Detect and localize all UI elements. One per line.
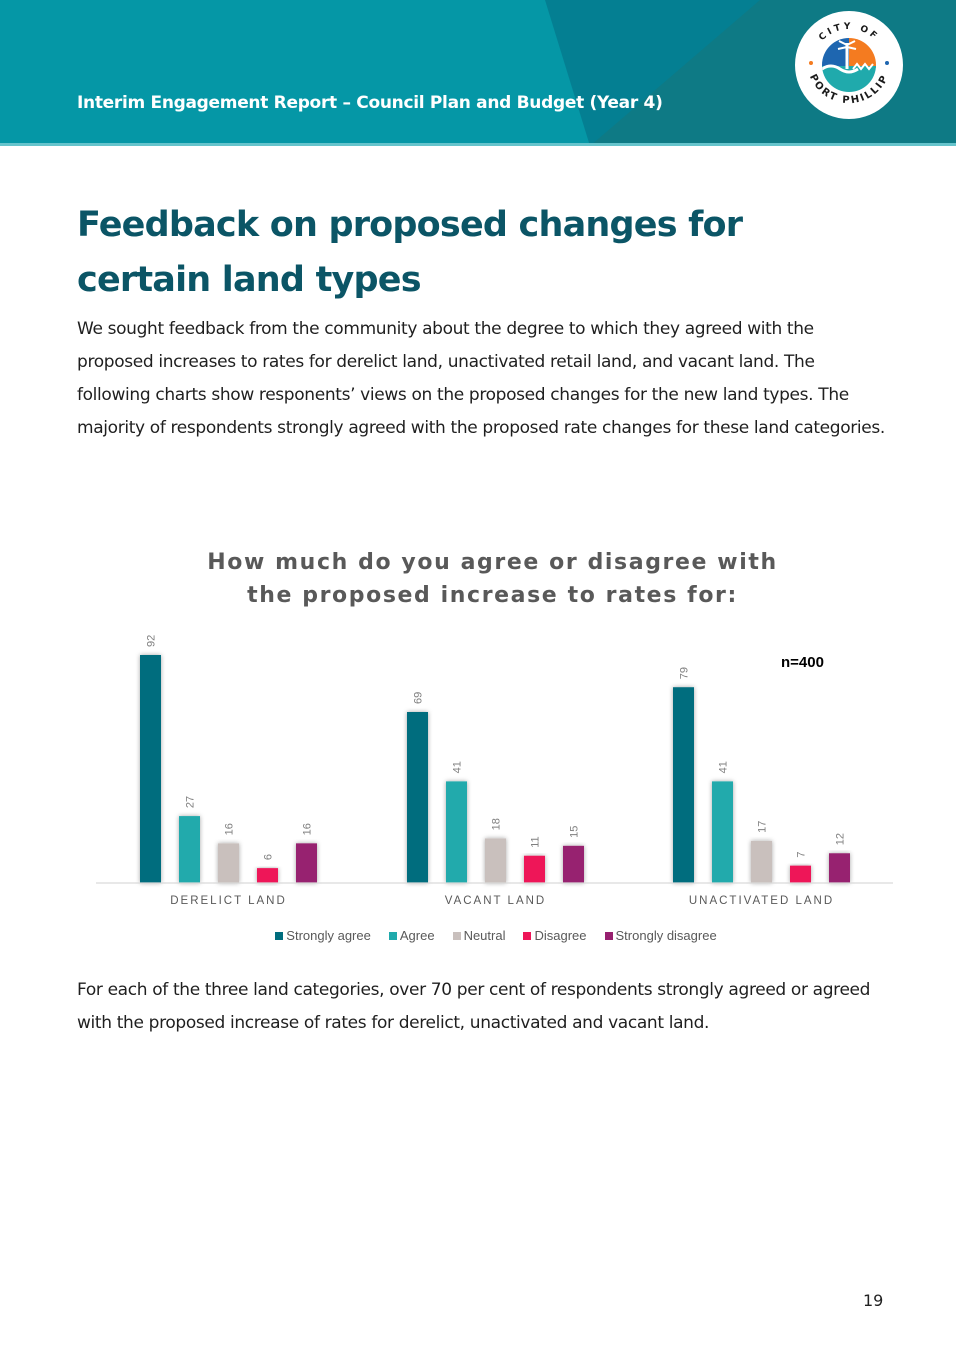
- data-label-unactivated-land-strongly-agree: 79: [679, 667, 691, 679]
- bar-unactivated-land-neutral: [751, 840, 772, 883]
- labels-layer: 92 27 16 6 16 DERELICT LAND 69 41 18 11 15 VACANT L…: [146, 635, 847, 907]
- bars-layer: [140, 655, 850, 883]
- bar-vacant-land-strongly-agree: [407, 712, 428, 883]
- bar-vacant-land-neutral: [485, 838, 506, 883]
- legend-label: Strongly agree: [286, 928, 371, 943]
- header-divider: [0, 143, 956, 146]
- report-title: Interim Engagement Report – Council Plan…: [77, 93, 663, 113]
- chart-legend: Strongly agree Agree Neutral Disagree Strong…: [0, 928, 956, 943]
- legend-swatch-icon: [275, 931, 284, 940]
- sample-size-annotation: n=400: [781, 654, 824, 671]
- data-label-unactivated-land-neutral: 17: [757, 821, 769, 833]
- data-label-derelict-land-agree: 27: [185, 796, 197, 808]
- conclusion-paragraph: For each of the three land categories, o…: [77, 980, 871, 1033]
- legend-item-agree: Agree: [388, 928, 435, 943]
- data-label-derelict-land-strongly-disagree: 16: [302, 823, 314, 835]
- data-label-unactivated-land-disagree: 7: [796, 852, 808, 858]
- data-label-unactivated-land-agree: 41: [718, 761, 730, 773]
- legend-item-disagree: Disagree: [523, 928, 587, 943]
- data-label-unactivated-land-strongly-disagree: 12: [835, 833, 847, 845]
- category-label-vacant-land: VACANT LAND: [445, 895, 546, 907]
- data-label-vacant-land-agree: 41: [452, 761, 464, 773]
- bar-derelict-land-disagree: [257, 868, 278, 883]
- legend-label: Disagree: [534, 928, 587, 943]
- bar-unactivated-land-strongly-agree: [673, 687, 694, 883]
- category-label-unactivated-land: UNACTIVATED LAND: [689, 895, 834, 907]
- bar-vacant-land-disagree: [524, 855, 545, 883]
- legend-swatch-icon: [523, 931, 532, 940]
- bar-derelict-land-strongly-agree: [140, 655, 161, 883]
- legend-item-strongly-disagree: Strongly disagree: [604, 928, 717, 943]
- data-label-vacant-land-strongly-agree: 69: [413, 692, 425, 704]
- page-number: 19: [863, 1291, 884, 1310]
- intro-paragraph: We sought feedback from the community ab…: [77, 319, 885, 438]
- legend-swatch-icon: [388, 931, 397, 940]
- category-label-derelict-land: DERELICT LAND: [170, 895, 287, 907]
- bar-unactivated-land-disagree: [790, 865, 811, 883]
- data-label-vacant-land-disagree: 11: [530, 836, 542, 847]
- bar-chart: 92 27 16 6 16 DERELICT LAND 69 41 18 11 15 VACANT L…: [96, 635, 893, 907]
- bar-vacant-land-agree: [446, 781, 467, 883]
- bar-unactivated-land-strongly-disagree: [829, 853, 850, 883]
- bar-derelict-land-neutral: [218, 843, 239, 883]
- city-of-port-phillip-logo-icon: CITY OF PORT PHILLIP: [795, 11, 903, 119]
- legend-label: Strongly disagree: [615, 928, 717, 943]
- page-header: Interim Engagement Report – Council Plan…: [0, 0, 956, 146]
- data-label-derelict-land-strongly-agree: 92: [146, 635, 158, 647]
- chart-title: How much do you agree or disagree with t…: [207, 550, 778, 608]
- bar-derelict-land-strongly-disagree: [296, 843, 317, 883]
- bar-derelict-land-agree: [179, 816, 200, 883]
- legend-label: Agree: [399, 928, 435, 943]
- bar-vacant-land-strongly-disagree: [563, 845, 584, 883]
- data-label-vacant-land-strongly-disagree: 15: [569, 826, 581, 838]
- legend-item-strongly-agree: Strongly agree: [275, 928, 371, 943]
- legend-item-neutral: Neutral: [452, 928, 506, 943]
- data-label-derelict-land-disagree: 6: [263, 854, 275, 860]
- data-label-derelict-land-neutral: 16: [224, 823, 236, 835]
- page-title: Feedback on proposed changes for certain…: [77, 205, 743, 300]
- legend-label: Neutral: [463, 928, 506, 943]
- bar-unactivated-land-agree: [712, 781, 733, 883]
- legend-swatch-icon: [452, 931, 461, 940]
- legend-swatch-icon: [604, 931, 613, 940]
- data-label-vacant-land-neutral: 18: [491, 818, 503, 830]
